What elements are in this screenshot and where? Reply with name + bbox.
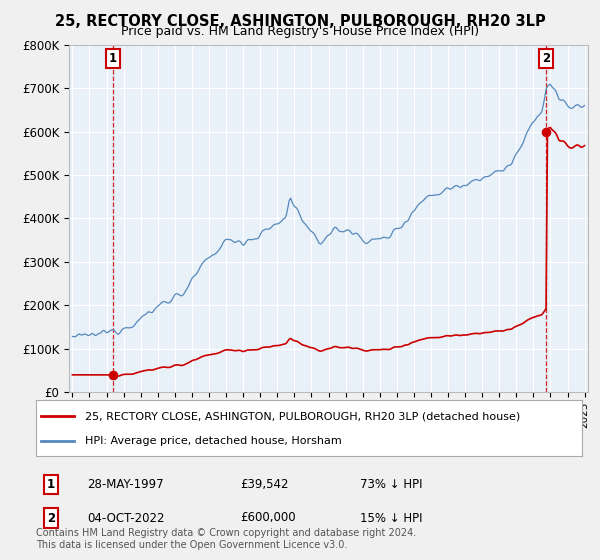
Text: £39,542: £39,542 [240,478,289,491]
Text: 28-MAY-1997: 28-MAY-1997 [87,478,164,491]
Text: 25, RECTORY CLOSE, ASHINGTON, PULBOROUGH, RH20 3LP (detached house): 25, RECTORY CLOSE, ASHINGTON, PULBOROUGH… [85,411,520,421]
Text: Contains HM Land Registry data © Crown copyright and database right 2024.
This d: Contains HM Land Registry data © Crown c… [36,528,416,550]
Text: 73% ↓ HPI: 73% ↓ HPI [360,478,422,491]
Text: 04-OCT-2022: 04-OCT-2022 [87,511,164,525]
Point [108,370,118,379]
Text: £600,000: £600,000 [240,511,296,525]
Text: 2: 2 [542,52,550,65]
Text: Price paid vs. HM Land Registry's House Price Index (HPI): Price paid vs. HM Land Registry's House … [121,25,479,38]
Text: 2: 2 [47,511,55,525]
Text: 1: 1 [47,478,55,491]
Text: 1: 1 [109,52,117,65]
Text: HPI: Average price, detached house, Horsham: HPI: Average price, detached house, Hors… [85,436,342,446]
Text: 25, RECTORY CLOSE, ASHINGTON, PULBOROUGH, RH20 3LP: 25, RECTORY CLOSE, ASHINGTON, PULBOROUGH… [55,14,545,29]
Point [541,127,551,136]
Text: 15% ↓ HPI: 15% ↓ HPI [360,511,422,525]
